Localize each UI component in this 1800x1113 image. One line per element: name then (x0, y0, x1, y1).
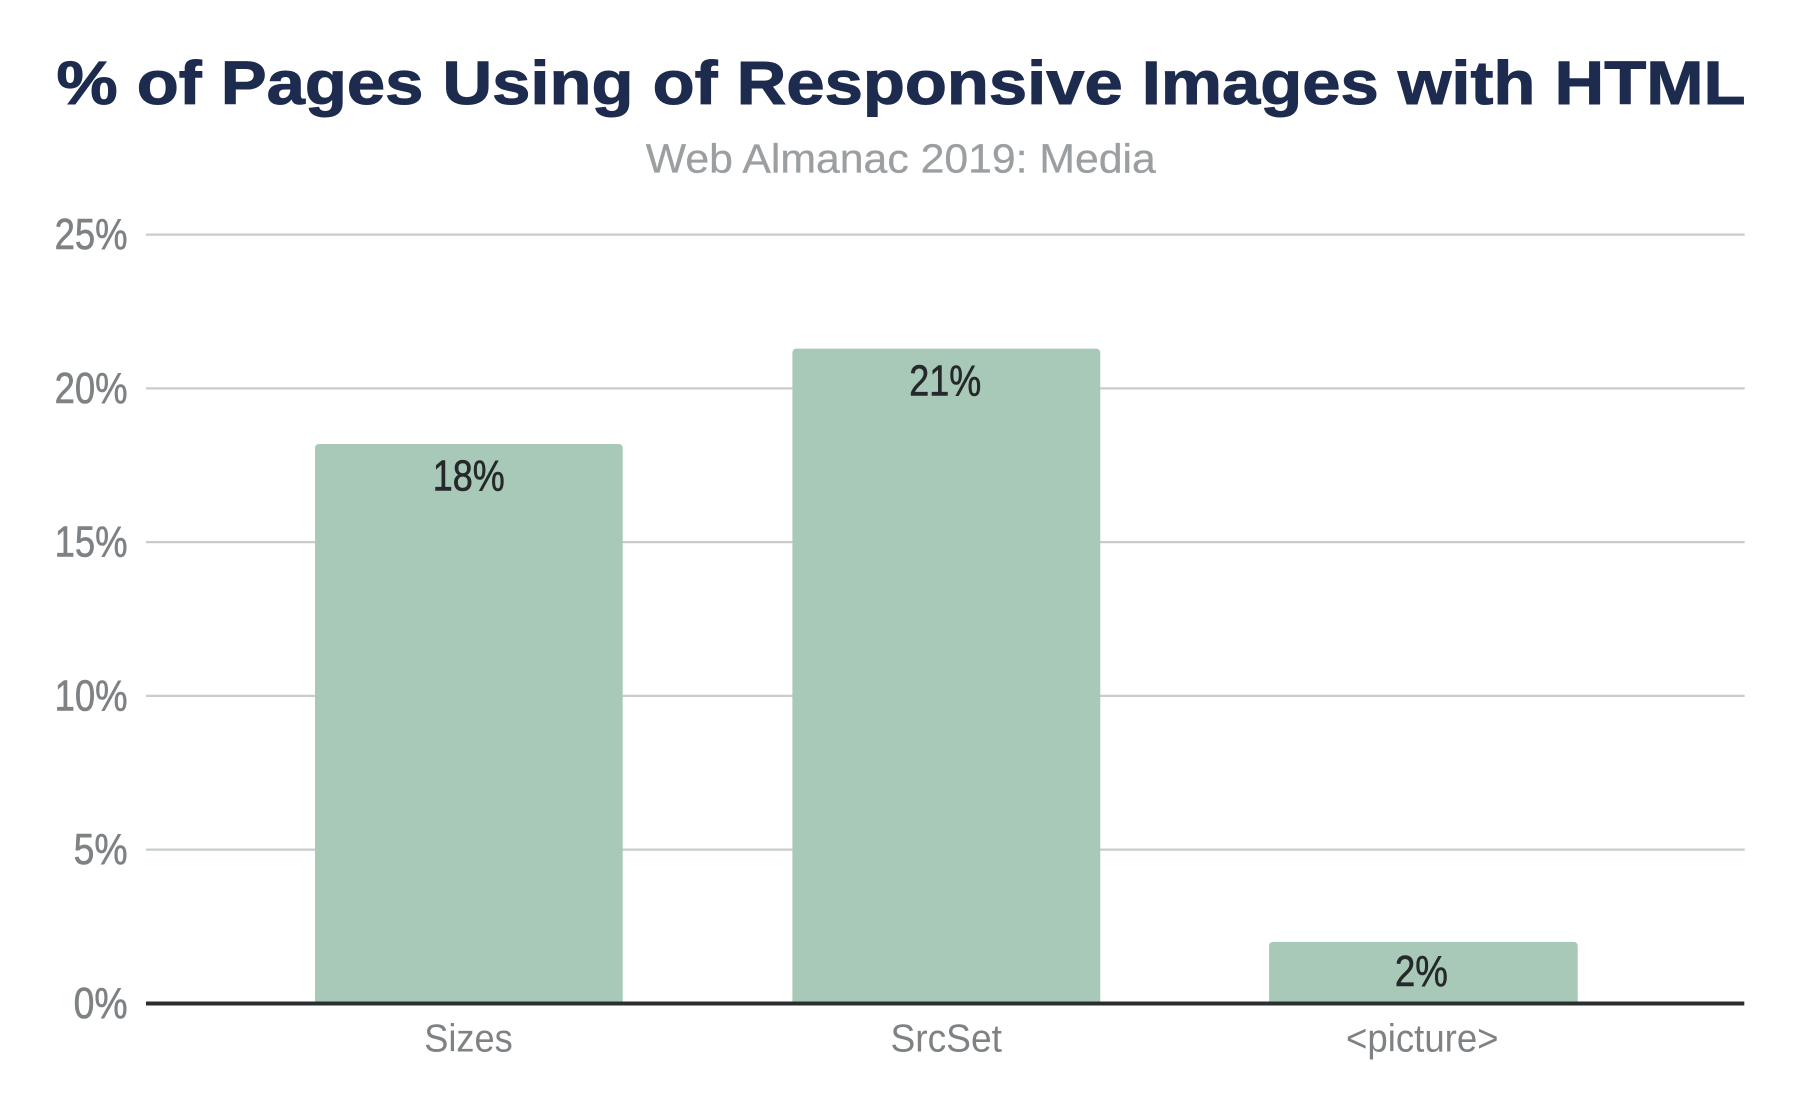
svg-text:20%: 20% (55, 364, 128, 413)
svg-text:0%: 0% (74, 979, 128, 1028)
svg-text:18%: 18% (433, 452, 505, 501)
svg-text:% of Pages Using of Responsive: % of Pages Using of Responsive Images wi… (57, 49, 1746, 117)
svg-text:<picture>: <picture> (1346, 1018, 1499, 1061)
svg-text:2%: 2% (1395, 947, 1448, 996)
svg-text:25%: 25% (55, 210, 128, 259)
svg-text:15%: 15% (55, 518, 128, 567)
svg-text:Web Almanac 2019: Media: Web Almanac 2019: Media (646, 135, 1156, 181)
svg-text:5%: 5% (74, 825, 128, 874)
svg-text:Sizes: Sizes (424, 1018, 513, 1061)
svg-text:21%: 21% (909, 356, 981, 405)
svg-text:10%: 10% (55, 671, 128, 720)
svg-text:SrcSet: SrcSet (890, 1018, 1002, 1061)
